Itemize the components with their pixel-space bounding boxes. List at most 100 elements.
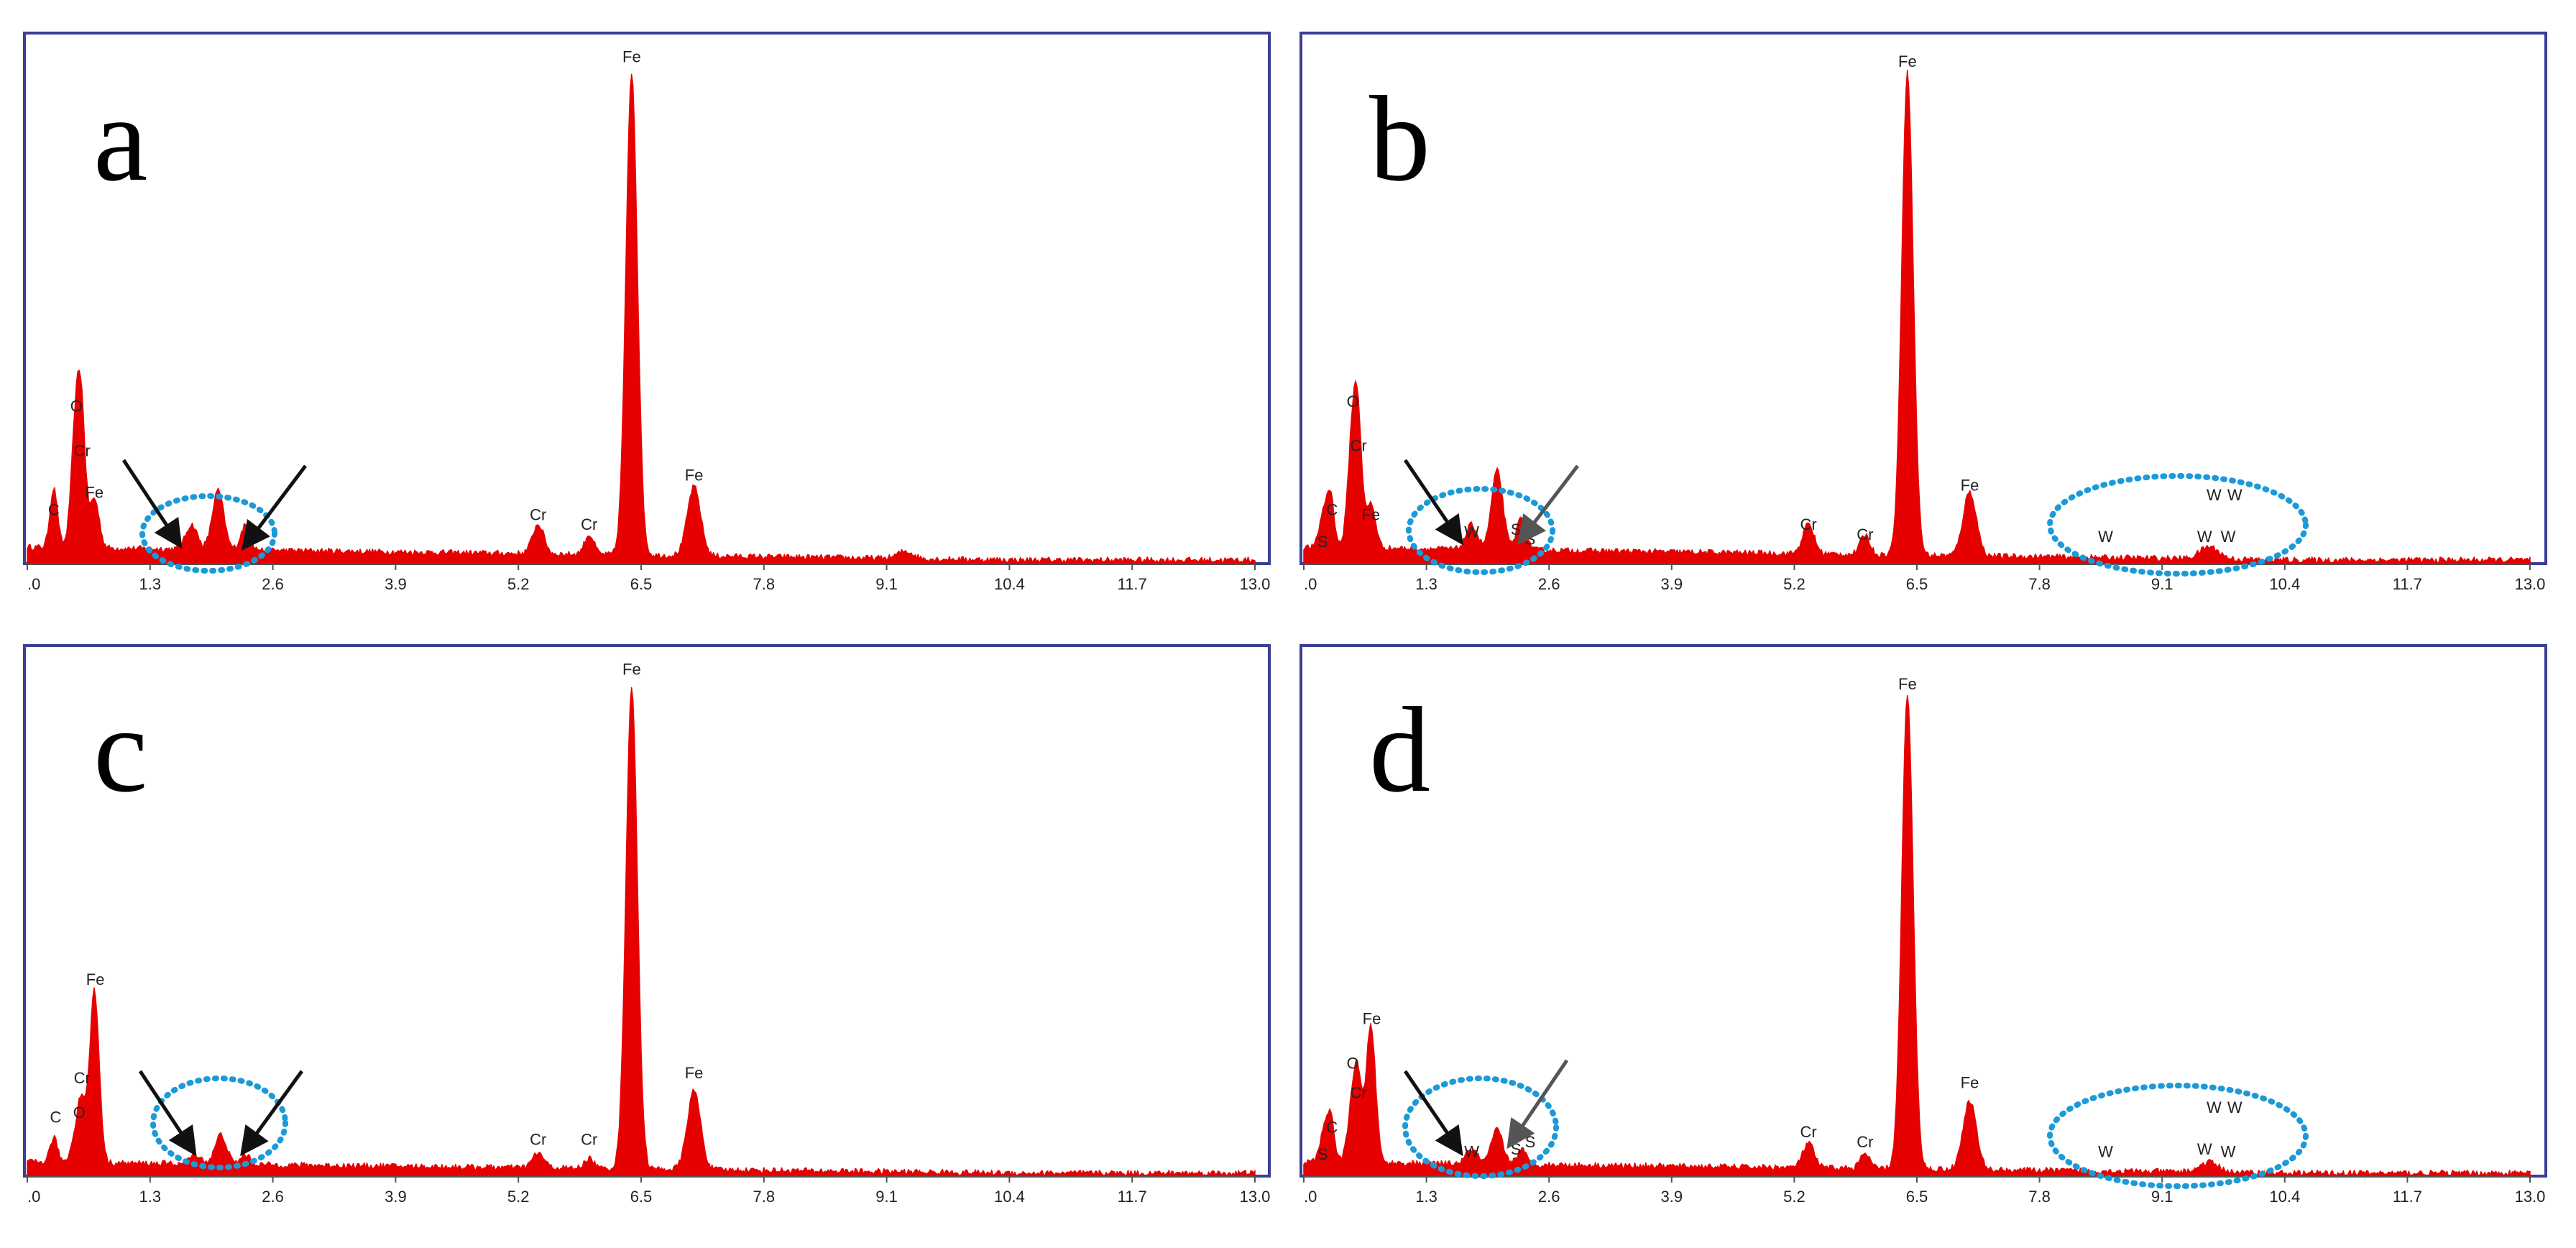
peak-label: Fe	[1961, 1074, 1979, 1092]
peak-label: W	[1464, 1143, 1479, 1161]
peak-label: W	[2207, 1098, 2222, 1116]
highlight-circle	[139, 493, 277, 574]
highlight-circle	[2047, 473, 2309, 577]
annotation-arrow	[1403, 459, 1463, 546]
x-tick-label: 9.1	[875, 1188, 898, 1206]
peak-label: Fe	[622, 660, 641, 678]
x-tick-label: 5.2	[1783, 575, 1806, 593]
peak-label: Cr	[74, 1069, 91, 1087]
x-tick-label: 10.4	[2269, 575, 2300, 593]
x-tick-label: 6.5	[630, 575, 653, 593]
peak-label: C	[1326, 1118, 1338, 1136]
panel-letter: d	[1369, 682, 1430, 817]
x-tick-label: 3.9	[1661, 575, 1683, 593]
peak-label: S	[1525, 1133, 1536, 1151]
x-tick-label: 10.4	[994, 1188, 1025, 1206]
x-tick-label: 6.5	[1906, 1188, 1928, 1206]
panel-a: .0 1.3 2.6 3.9 5.2 6.5 7.8 9.1 10.4 11.7 13.0 Fe O Cr…	[23, 32, 1271, 593]
x-tick-label: 11.7	[2393, 575, 2422, 593]
x-tick-label: 13.0	[1240, 575, 1271, 593]
x-tick-label: 5.2	[507, 575, 530, 593]
x-tick-label: 1.3	[139, 575, 162, 593]
peak-label: S	[1317, 1145, 1328, 1163]
panel-letter: b	[1369, 71, 1430, 206]
panel-frame	[23, 644, 1271, 1178]
peak-label: W	[2221, 528, 2236, 546]
peak-label: Fe	[85, 484, 104, 502]
x-tick-label: 13.0	[2515, 1188, 2546, 1206]
annotation-arrow	[1403, 1070, 1463, 1157]
x-tick-label: 3.9	[1661, 1188, 1683, 1206]
peak-label: O	[1347, 393, 1359, 410]
x-tick-label: 9.1	[2151, 1188, 2174, 1206]
peak-label: Cr	[1857, 1133, 1873, 1151]
x-tick-label: 11.7	[1118, 1188, 1147, 1206]
x-tick-label: .0	[1304, 575, 1317, 593]
panel-frame	[1300, 32, 2547, 565]
x-tick-label: 7.8	[753, 1188, 776, 1206]
highlight-circle	[1406, 486, 1555, 575]
peak-label: C	[48, 501, 60, 519]
panel-frame	[1300, 644, 2547, 1178]
x-tick-label: 11.7	[1118, 575, 1147, 593]
x-tick-label: 5.2	[1783, 1188, 1806, 1206]
peak-label: Fe	[685, 1064, 704, 1082]
peak-label: Cr	[530, 505, 546, 523]
peak-label: Fe	[1961, 476, 1979, 494]
spectrum-series	[27, 73, 1256, 565]
x-tick-label: 10.4	[994, 575, 1025, 593]
peak-label: Fe	[622, 47, 641, 65]
peak-label: W	[2098, 528, 2113, 546]
peak-label: O	[73, 1104, 86, 1121]
peak-label: Fe	[1898, 675, 1917, 693]
peak-label: Cr	[1800, 515, 1816, 533]
annotation-arrow	[1506, 1059, 1569, 1150]
x-tick-label: 6.5	[630, 1188, 653, 1206]
x-tick-label: 2.6	[262, 575, 284, 593]
spectrum-series	[1303, 694, 2531, 1178]
spectrum-series	[1303, 70, 2531, 565]
x-tick-label: 2.6	[1538, 575, 1560, 593]
peak-label: W	[2197, 528, 2212, 546]
panel-d: .0 1.3 2.6 3.9 5.2 6.5 7.8 9.1 10.4 11.7 13.0 Fe Fe O…	[1300, 644, 2547, 1206]
x-tick-label: 7.8	[2028, 575, 2051, 593]
peak-label: C	[1326, 501, 1338, 519]
peak-label: Cr	[581, 1130, 597, 1148]
peak-label: Cr	[530, 1130, 546, 1148]
peak-label: W	[2098, 1143, 2113, 1161]
panel-frame	[23, 32, 1271, 565]
panel-letter: a	[93, 71, 147, 206]
peak-label: Cr	[1857, 526, 1873, 543]
x-tick-label: .0	[27, 1188, 40, 1206]
peak-label: Cr	[1351, 436, 1367, 454]
peak-label: W	[2227, 1098, 2242, 1116]
panel-c: .0 1.3 2.6 3.9 5.2 6.5 7.8 9.1 10.4 11.7 13.0 Fe Fe C…	[23, 644, 1271, 1206]
peak-label: W	[2227, 486, 2242, 504]
annotation-arrow	[240, 1070, 304, 1157]
highlight-circle	[1402, 1075, 1559, 1179]
panel-letter: c	[93, 682, 147, 817]
x-tick-label: 5.2	[507, 1188, 530, 1206]
highlight-circle	[2047, 1083, 2309, 1189]
peak-label: S	[1317, 533, 1328, 551]
peak-label: Fe	[1363, 1010, 1381, 1028]
x-tick-label: 3.9	[385, 575, 407, 593]
peak-label: Fe	[1898, 52, 1917, 70]
peak-label: Cr	[1351, 1083, 1367, 1101]
annotation-arrow	[1517, 464, 1579, 545]
peak-label: Cr	[1800, 1123, 1816, 1141]
peak-label: W	[1464, 523, 1479, 541]
x-tick-label: 7.8	[753, 575, 776, 593]
peak-label: Cr	[581, 515, 597, 533]
annotation-arrow	[138, 1070, 197, 1157]
x-tick-label: 13.0	[2515, 575, 2546, 593]
peak-label: Fe	[685, 467, 704, 485]
x-tick-label: 2.6	[262, 1188, 284, 1206]
spectrum-series	[27, 687, 1256, 1178]
x-tick-label: 1.3	[1415, 575, 1438, 593]
peak-label: S	[1511, 520, 1522, 538]
highlight-circle	[150, 1075, 288, 1170]
peak-label: W	[2207, 486, 2222, 504]
peak-label: O	[70, 398, 83, 416]
